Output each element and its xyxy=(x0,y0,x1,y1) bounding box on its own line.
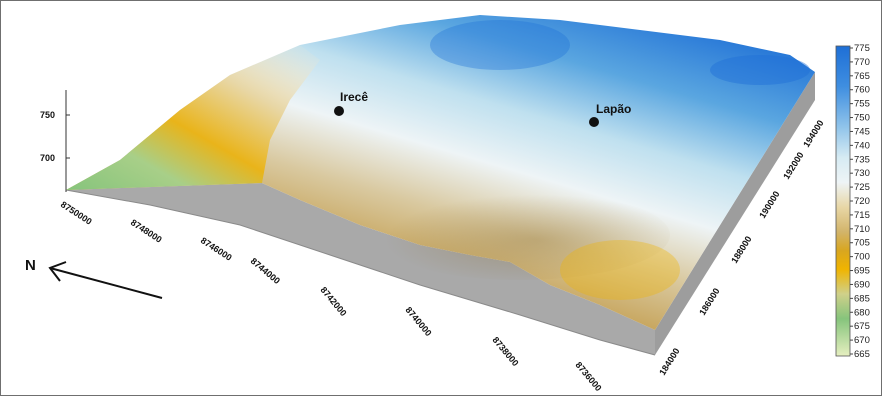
colorbar-label: 695 xyxy=(854,266,870,277)
colorbar-swatch xyxy=(835,45,851,357)
northing-label: 8738000 xyxy=(490,335,520,368)
colorbar-label: 735 xyxy=(854,154,870,165)
north-arrow-icon: N xyxy=(25,257,163,299)
colorbar-label: 710 xyxy=(854,224,870,235)
colorbar-label: 740 xyxy=(854,140,870,151)
colorbar-label: 730 xyxy=(854,168,870,179)
town-lapao: Lapão xyxy=(589,102,631,127)
town-label-irece: Irecê xyxy=(340,90,368,104)
elevation-colorbar: 775 770 765 760 755 750 745 740 735 730 725 720 715 7… xyxy=(835,43,870,360)
easting-label: 188000 xyxy=(729,234,753,265)
town-marker-icon xyxy=(334,106,344,116)
northing-label: 8740000 xyxy=(403,305,433,338)
colorbar-label: 770 xyxy=(854,57,870,68)
colorbar-label: 765 xyxy=(854,71,870,82)
colorbar-label: 720 xyxy=(854,196,870,207)
colorbar-label: 675 xyxy=(854,321,870,332)
northing-label: 8736000 xyxy=(573,360,603,393)
colorbar-label: 690 xyxy=(854,279,870,290)
colorbar-label: 745 xyxy=(854,126,870,137)
colorbar-label: 685 xyxy=(854,293,870,304)
easting-label: 184000 xyxy=(657,346,681,377)
colorbar-label: 725 xyxy=(854,182,870,193)
colorbar-label: 760 xyxy=(854,85,870,96)
northing-label: 8748000 xyxy=(129,217,164,244)
north-label: N xyxy=(25,257,36,274)
northing-label: 8742000 xyxy=(318,285,348,318)
town-label-lapao: Lapão xyxy=(596,102,631,116)
northing-label: 8746000 xyxy=(199,235,234,262)
colorbar-label: 680 xyxy=(854,307,870,318)
z-axis-label-750: 750 xyxy=(40,110,55,120)
z-axis-label-700: 700 xyxy=(40,153,55,163)
easting-label: 192000 xyxy=(781,150,805,181)
easting-label: 186000 xyxy=(697,286,721,317)
colorbar-label: 665 xyxy=(854,349,870,360)
northing-label: 8744000 xyxy=(249,256,282,286)
colorbar-label: 755 xyxy=(854,99,870,110)
northing-label: 8750000 xyxy=(59,199,94,226)
easting-label: 194000 xyxy=(801,118,825,149)
terrain-surface xyxy=(66,15,815,330)
colorbar-label: 715 xyxy=(854,210,870,221)
colorbar-label: 670 xyxy=(854,335,870,346)
town-marker-icon xyxy=(589,117,599,127)
z-axis: 750 700 xyxy=(40,90,70,192)
colorbar-label: 705 xyxy=(854,238,870,249)
town-irece: Irecê xyxy=(334,90,368,116)
colorbar-label: 750 xyxy=(854,113,870,124)
easting-label: 190000 xyxy=(757,189,781,220)
colorbar-label: 775 xyxy=(854,43,870,54)
terrain-base-walls xyxy=(65,72,815,356)
colorbar-label: 700 xyxy=(854,252,870,263)
